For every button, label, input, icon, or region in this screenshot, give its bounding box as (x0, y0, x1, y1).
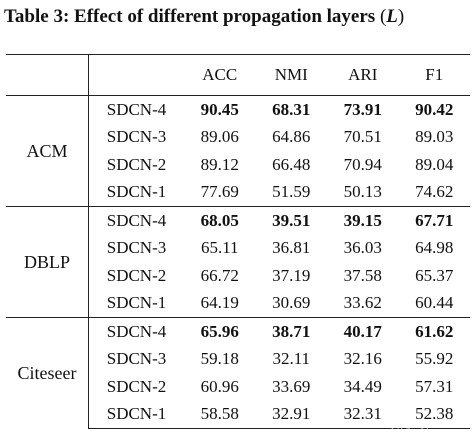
nmi-value: 32.11 (272, 349, 311, 369)
f1-value: 61.62 (398, 317, 470, 346)
acc-value: 58.58 (184, 400, 256, 429)
model-name: SDCN-3 (88, 123, 184, 151)
acc-value: 66.72 (200, 265, 239, 285)
acc-value: 59.18 (200, 349, 239, 369)
header-dataset (6, 54, 89, 96)
ari-value: 70.51 (343, 127, 382, 147)
model-name: SDCN-1 (88, 289, 184, 318)
f1-value: 64.98 (415, 238, 454, 258)
header-f1: F1 (398, 54, 470, 96)
model-name: SDCN-1 (88, 400, 184, 429)
f1-value: 65.37 (415, 265, 454, 285)
ari-value: 40.17 (327, 317, 399, 346)
ari-value: 70.94 (343, 154, 382, 174)
acc-value: 64.19 (200, 293, 239, 313)
acc-value: 68.05 (184, 206, 256, 235)
table-row: SDCN-3 89.06 64.86 70.51 89.03 (6, 123, 470, 151)
nmi-value: 68.31 (272, 99, 311, 119)
f1-value: 57.31 (415, 376, 454, 396)
nmi-value: 30.69 (272, 293, 311, 313)
ari-value: 33.62 (343, 293, 382, 313)
table-caption-open-paren: ( (379, 6, 387, 27)
table-caption-close-paren: ) (397, 6, 405, 27)
acc-value: 90.45 (200, 99, 239, 119)
watermark: 知乎 @Hucbs (391, 417, 468, 431)
f1-value: 89.03 (415, 127, 454, 147)
table-caption-title: Effect of different propagation layers (74, 6, 376, 27)
ari-value: 50.13 (343, 182, 382, 202)
table-row: SDCN-3 65.11 36.81 36.03 64.98 (6, 234, 470, 262)
table-row: SDCN-3 59.18 32.11 32.16 55.92 (6, 345, 470, 373)
ari-value: 73.91 (343, 99, 382, 119)
table-row: SDCN-1 64.19 30.69 33.62 60.44 (6, 289, 470, 318)
table-row: DBLP SDCN-4 68.05 39.51 39.15 67.71 (6, 206, 470, 318)
table-row: SDCN-1 58.58 32.91 32.31 52.38 (6, 400, 470, 429)
header-ari: ARI (327, 54, 399, 96)
ari-value: 36.03 (343, 238, 382, 258)
nmi-value: 51.59 (272, 182, 311, 202)
nmi-value: 38.71 (255, 317, 327, 346)
f1-value: 52.38 (398, 400, 470, 429)
header-row: ACC NMI ARI F1 (6, 54, 470, 96)
table-row: Citeseer SDCN-4 65.96 38.71 40.17 61.62 (6, 317, 470, 429)
ari-value: 32.31 (327, 400, 399, 429)
acc-value: 65.96 (184, 317, 256, 346)
nmi-value: 36.81 (272, 238, 311, 258)
nmi-value: 37.19 (272, 265, 311, 285)
model-name: SDCN-4 (88, 95, 184, 124)
model-name: SDCN-4 (88, 206, 184, 235)
model-name: SDCN-1 (88, 178, 184, 207)
acc-value: 89.06 (200, 127, 239, 147)
model-name: SDCN-2 (88, 151, 184, 179)
nmi-value: 66.48 (272, 154, 311, 174)
header-acc: ACC (184, 54, 256, 96)
f1-value: 89.04 (415, 154, 454, 174)
results-table: ACC NMI ARI F1 ACM SDCN-4 90.45 68.31 73.91 9… (6, 54, 470, 429)
dataset-name: Citeseer (6, 317, 89, 429)
nmi-value: 32.91 (255, 400, 327, 429)
table-caption-label: Table 3: (4, 6, 70, 27)
table-row: SDCN-2 66.72 37.19 37.58 65.37 (6, 262, 470, 290)
model-name: SDCN-3 (88, 234, 184, 262)
model-name: SDCN-3 (88, 345, 184, 373)
f1-value: 74.62 (415, 182, 454, 202)
f1-value: 60.44 (415, 293, 454, 313)
table-caption: Table 3: Effect of different propagation… (4, 6, 404, 28)
acc-value: 77.69 (200, 182, 239, 202)
f1-value: 55.92 (415, 349, 454, 369)
table-row: SDCN-2 60.96 33.69 34.49 57.31 (6, 373, 470, 401)
acc-value: 60.96 (200, 376, 239, 396)
f1-value: 90.42 (415, 99, 454, 119)
dataset-name: DBLP (6, 206, 89, 318)
table-row: SDCN-1 77.69 51.59 50.13 74.62 (6, 178, 470, 207)
nmi-value: 39.51 (255, 206, 327, 235)
model-name: SDCN-2 (88, 373, 184, 401)
ari-value: 34.49 (343, 376, 382, 396)
model-name: SDCN-4 (88, 317, 184, 346)
ari-value: 32.16 (343, 349, 382, 369)
header-model (88, 54, 184, 96)
header-nmi: NMI (255, 54, 327, 96)
model-name: SDCN-2 (88, 262, 184, 290)
f1-value: 67.71 (398, 206, 470, 235)
table-row: ACM SDCN-4 90.45 68.31 73.91 90.42 (6, 95, 470, 161)
acc-value: 65.11 (200, 238, 239, 258)
ari-value: 39.15 (327, 206, 399, 235)
table-caption-symbol: L (386, 6, 398, 27)
acc-value: 89.12 (200, 154, 239, 174)
ari-value: 37.58 (343, 265, 382, 285)
nmi-value: 33.69 (272, 376, 311, 396)
table-row: SDCN-2 89.12 66.48 70.94 89.04 (6, 151, 470, 179)
nmi-value: 64.86 (272, 127, 311, 147)
table-body: ACM SDCN-4 90.45 68.31 73.91 90.42 SDCN-3 89.06… (6, 95, 470, 429)
dataset-name: ACM (26, 140, 68, 161)
